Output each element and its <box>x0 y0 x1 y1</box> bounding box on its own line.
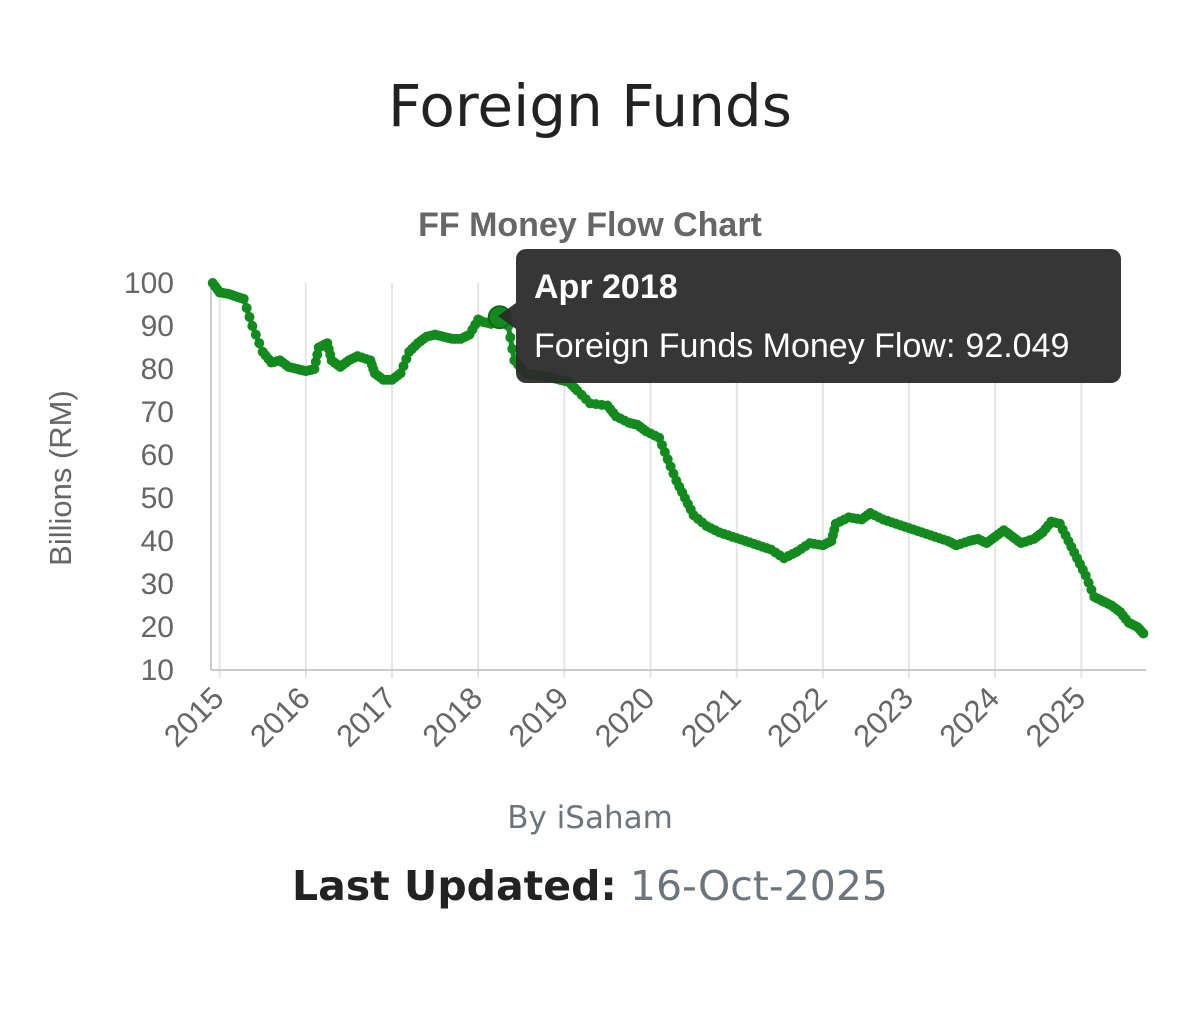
data-point[interactable] <box>1138 628 1149 639</box>
x-tick-2020: 2020 <box>588 680 662 754</box>
data-point[interactable] <box>241 302 252 313</box>
chart-title: FF Money Flow Chart <box>418 206 762 244</box>
chart-credit: By iSaham <box>507 800 673 836</box>
y-tick-90: 90 <box>141 310 174 343</box>
last-updated: Last Updated: 16-Oct-2025 <box>0 862 1180 910</box>
series-layer[interactable] <box>207 278 1149 639</box>
x-tick-2015: 2015 <box>157 680 231 754</box>
last-updated-value: 16-Oct-2025 <box>629 862 889 910</box>
x-tick-2017: 2017 <box>329 680 403 754</box>
data-point[interactable] <box>505 332 516 343</box>
page-title: Foreign Funds <box>388 72 792 140</box>
x-tick-2025: 2025 <box>1019 680 1093 754</box>
money-flow-chart[interactable]: FF Money Flow Chart 10203040506070809010… <box>0 0 1200 790</box>
tooltip-arrow <box>498 303 516 329</box>
tooltip-background <box>516 249 1121 383</box>
data-point[interactable] <box>247 321 258 331</box>
data-point[interactable] <box>250 329 261 340</box>
x-tick-2023: 2023 <box>846 680 920 754</box>
y-axis-label: Billions (RM) <box>43 390 78 566</box>
tooltip-title: Apr 2018 <box>534 268 678 306</box>
axes <box>210 283 1146 671</box>
data-point[interactable] <box>244 311 255 322</box>
tooltip-value: 92.049 <box>965 327 1069 365</box>
y-tick-60: 60 <box>141 439 174 472</box>
y-tick-40: 40 <box>141 525 174 558</box>
data-point[interactable] <box>238 293 249 304</box>
y-tick-70: 70 <box>141 396 174 429</box>
y-tick-100: 100 <box>124 267 174 300</box>
x-tick-2024: 2024 <box>933 680 1007 754</box>
x-tick-2022: 2022 <box>760 680 834 754</box>
y-tick-10: 10 <box>141 654 174 687</box>
tooltip-series-label: Foreign Funds Money Flow: <box>534 327 955 365</box>
tooltip: Apr 2018 Foreign Funds Money Flow: 92.049 <box>498 249 1121 383</box>
last-updated-label: Last Updated: <box>291 862 617 910</box>
tooltip-body: Foreign Funds Money Flow: 92.049 <box>534 327 1069 365</box>
y-tick-50: 50 <box>141 482 174 515</box>
data-point[interactable] <box>254 338 265 349</box>
x-tick-2019: 2019 <box>502 680 576 754</box>
x-tick-2016: 2016 <box>243 680 317 754</box>
data-point[interactable] <box>507 343 518 354</box>
y-tick-80: 80 <box>141 353 174 386</box>
x-axis-ticks: 2015 2016 2017 2018 2019 2020 2021 2022 2023 2024… <box>157 680 1092 754</box>
x-tick-2021: 2021 <box>674 680 748 754</box>
y-tick-30: 30 <box>141 568 174 601</box>
y-axis-ticks: 10 20 30 40 50 60 70 80 90 100 <box>124 267 174 687</box>
y-tick-20: 20 <box>141 611 174 644</box>
x-tick-2018: 2018 <box>416 680 490 754</box>
